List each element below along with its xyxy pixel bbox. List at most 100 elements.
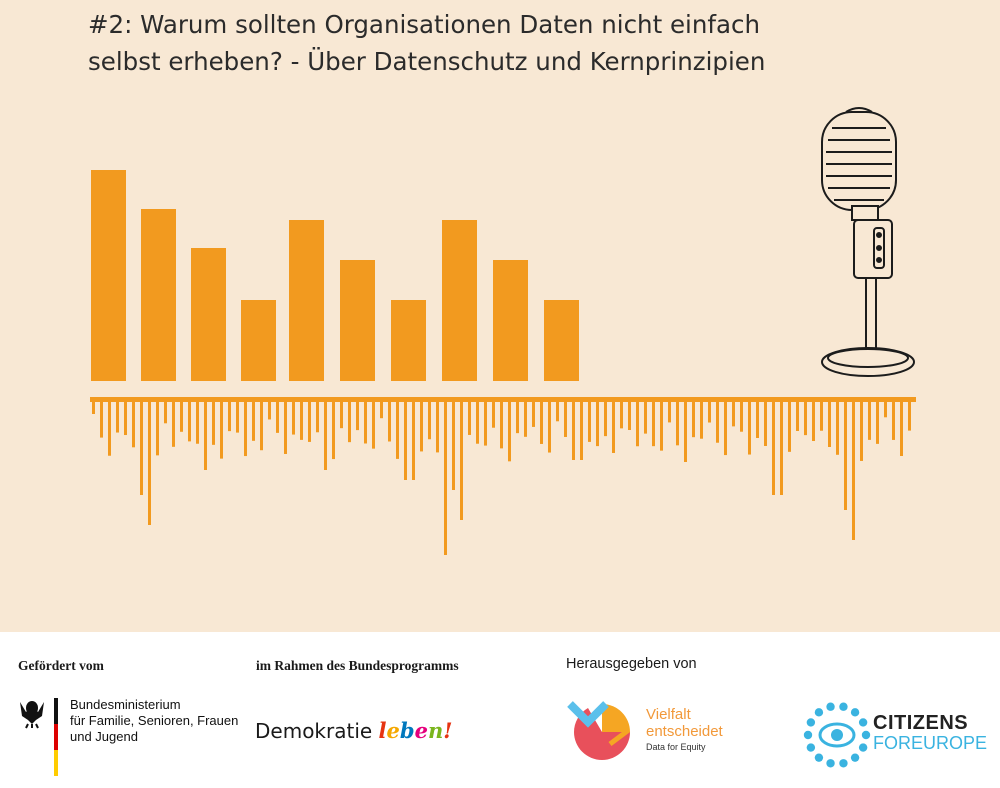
- waveform-bar: [468, 400, 471, 435]
- waveform-bar: [708, 400, 711, 423]
- citizens-for-europe-icon[interactable]: [802, 700, 872, 770]
- waveform-bar: [524, 400, 527, 437]
- waveform-bar: [836, 400, 839, 455]
- federal-eagle-icon: [20, 701, 44, 729]
- waveform-bar: [396, 400, 399, 459]
- waveform-bar: [620, 400, 623, 429]
- waveform-bar: [532, 400, 535, 427]
- waveform-bar: [100, 400, 103, 438]
- europe-text: EUROPE: [911, 733, 988, 753]
- publisher-label: Herausgegeben von: [566, 656, 697, 672]
- waveform-bar: [724, 400, 727, 456]
- waveform-bar: [604, 400, 607, 437]
- waveform-bar: [124, 400, 127, 436]
- waveform-bar: [292, 400, 295, 435]
- funded-by-label: Gefördert vom: [18, 658, 104, 673]
- waveform-bar: [844, 400, 847, 510]
- ministry-line-3: und Jugend: [70, 729, 138, 744]
- waveform-bar: [252, 400, 255, 441]
- waveform-bar: [564, 400, 567, 437]
- ministry-name: Bundesministerium für Familie, Senioren,…: [70, 697, 238, 745]
- equalizer-bar: [442, 220, 477, 381]
- waveform-bar: [636, 400, 639, 447]
- logo-dot: [806, 743, 816, 752]
- waveform-bar: [572, 400, 575, 460]
- waveform-bar: [652, 400, 655, 447]
- logo-dot: [861, 730, 871, 740]
- waveform-bar: [556, 400, 559, 422]
- logo-dot: [839, 702, 848, 711]
- waveform-bar: [548, 400, 551, 453]
- waveform-bar: [908, 400, 911, 431]
- waveform-bar: [588, 400, 591, 442]
- waveform-bar: [596, 400, 599, 447]
- waveform-bar: [284, 400, 287, 454]
- for-text: FOR: [873, 733, 911, 753]
- waveform-bar: [628, 400, 631, 430]
- logo-dot: [806, 718, 816, 727]
- waveform-bar: [268, 400, 271, 420]
- ministry-line-1: Bundesministerium: [70, 697, 181, 712]
- waveform-bar: [212, 400, 215, 445]
- waveform-bar: [516, 400, 519, 434]
- waveform-bar: [188, 400, 191, 442]
- equalizer-bar: [544, 300, 579, 381]
- vintage-microphone-icon: [821, 107, 915, 377]
- equalizer-bar: [141, 209, 176, 381]
- equalizer-bar: [340, 260, 375, 381]
- logo-dot: [814, 753, 824, 762]
- ministry-logo[interactable]: [18, 694, 238, 778]
- waveform-bar: [364, 400, 367, 444]
- waveform-bar: [220, 400, 223, 459]
- waveform-bar: [164, 400, 167, 424]
- waveform-bar: [156, 400, 159, 456]
- program-logo-text: Demokratie: [255, 719, 373, 743]
- waveform-bar: [900, 400, 903, 456]
- waveform-bar: [580, 400, 583, 460]
- waveform-bar: [660, 400, 663, 451]
- waveform-bar: [244, 400, 247, 457]
- waveform-bar: [388, 400, 391, 442]
- waveform-bar: [172, 400, 175, 447]
- waveform-bar: [820, 400, 823, 431]
- waveform-bar: [476, 400, 479, 444]
- waveform-bar: [732, 400, 735, 427]
- page-title: #2: Warum sollten Organisationen Daten n…: [88, 10, 766, 76]
- waveform-bar: [540, 400, 543, 444]
- waveform-bar: [236, 400, 239, 433]
- waveform-bar: [612, 400, 615, 453]
- waveform-bar: [884, 400, 887, 418]
- vielfalt-entscheidet-logo-icon[interactable]: [566, 700, 638, 762]
- flag-gold: [54, 750, 58, 776]
- waveform-bar: [508, 400, 511, 462]
- equalizer-bar: [191, 248, 226, 381]
- waveform-bar: [460, 400, 463, 520]
- waveform-bar: [204, 400, 207, 470]
- waveform-bar: [668, 400, 671, 423]
- waveform-bar: [500, 400, 503, 449]
- waveform-bar: [380, 400, 383, 419]
- equalizer-bar: [493, 260, 528, 381]
- waveform-bar: [860, 400, 863, 461]
- waveform-bar: [308, 400, 311, 442]
- demokratie-leben-logo[interactable]: Demokratie leben!: [255, 718, 452, 743]
- waveform-bar: [740, 400, 743, 432]
- entscheidet-text: entscheidet: [646, 723, 723, 740]
- waveform-bar: [684, 400, 687, 462]
- waveform-bar: [788, 400, 791, 452]
- waveform-bar: [372, 400, 375, 449]
- waveform-bar: [348, 400, 351, 443]
- waveform-bar: [340, 400, 343, 429]
- logo-dot: [826, 759, 835, 768]
- for-europe-text: FOREUROPE: [873, 733, 987, 754]
- waveform-bar: [140, 400, 143, 495]
- equalizer-bar: [289, 220, 324, 381]
- waveform-bar: [444, 400, 447, 555]
- waveform-bar: [412, 400, 415, 480]
- waveform-bar: [852, 400, 855, 540]
- logo-dot: [826, 702, 835, 711]
- waveform-bar: [228, 400, 231, 432]
- waveform-bar: [316, 400, 319, 433]
- equalizer-bar: [241, 300, 276, 381]
- waveform-bar: [756, 400, 759, 438]
